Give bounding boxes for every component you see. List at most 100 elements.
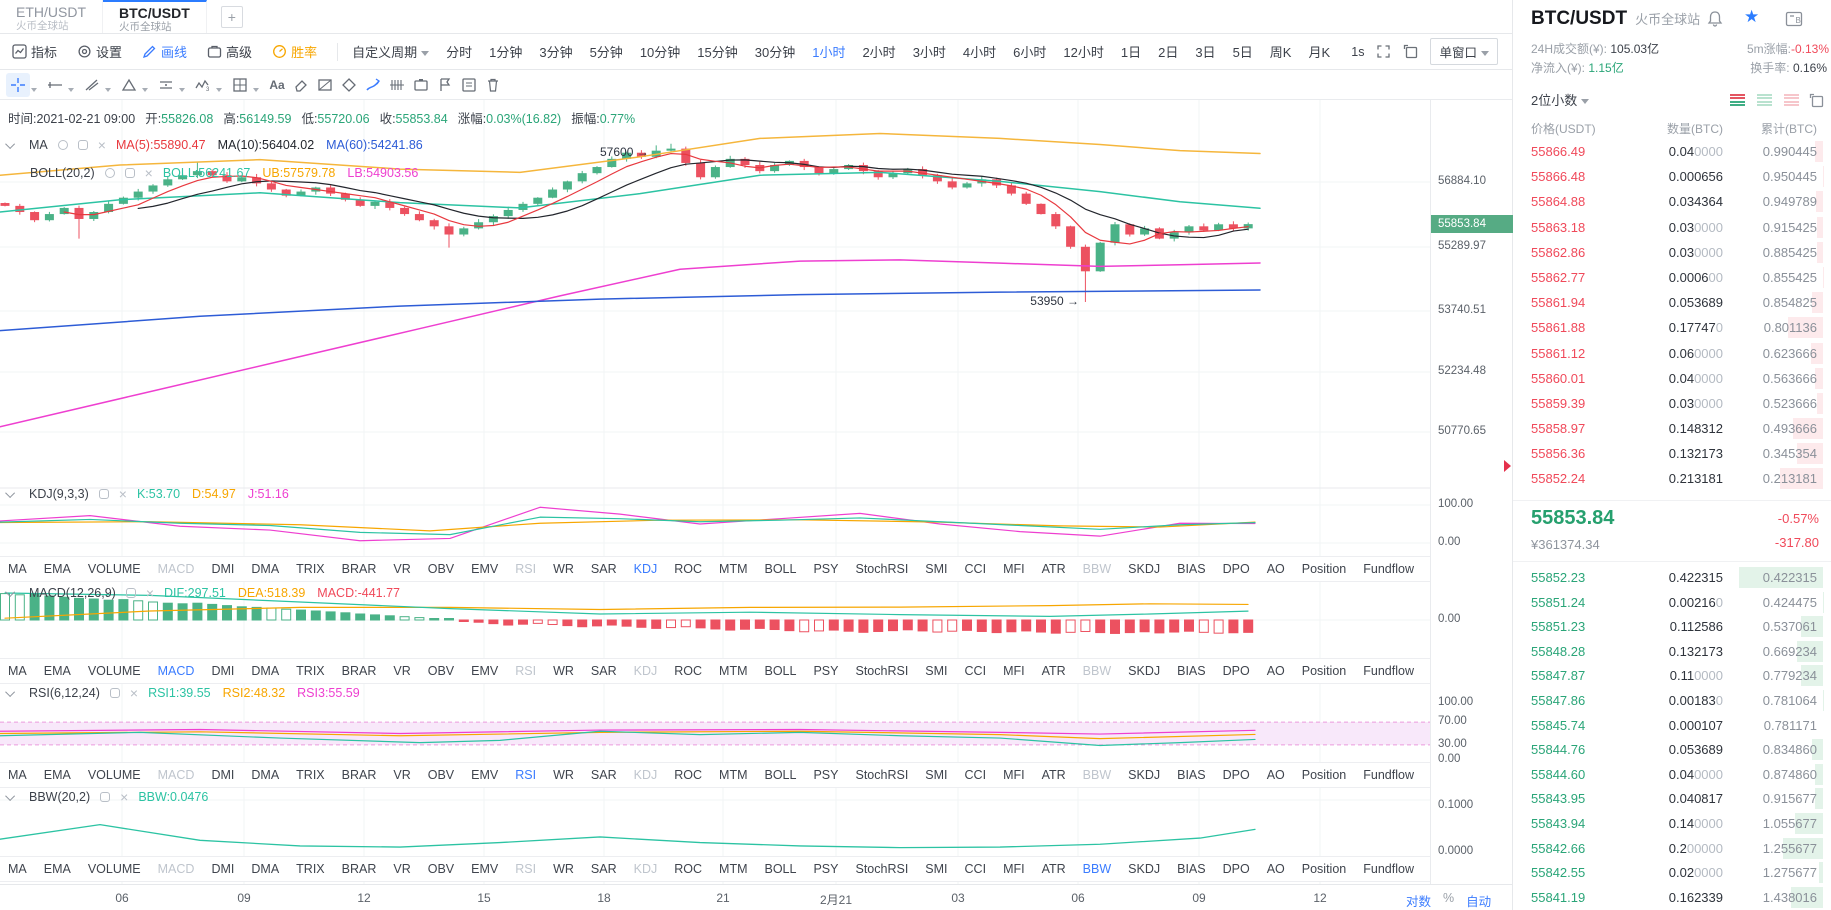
measure-tool[interactable] <box>337 73 361 97</box>
tab-btc-usdt[interactable]: BTC/USDT 火币全球站 <box>103 0 207 33</box>
period-30分钟[interactable]: 30分钟 <box>754 45 796 60</box>
settings-icon[interactable] <box>109 688 120 698</box>
indicator-tab-obv[interactable]: OBV <box>427 664 455 678</box>
indicator-tab-atr[interactable]: ATR <box>1041 862 1066 876</box>
period-3小时[interactable]: 3小时 <box>912 45 946 60</box>
indicator-tab-sar[interactable]: SAR <box>590 562 617 576</box>
candlestick-chart[interactable] <box>0 100 1430 884</box>
orderbook-ask-row[interactable]: 55863.18 0.030000 0.915425 <box>1513 216 1831 241</box>
orderbook-bid-row[interactable]: 55852.23 0.422315 0.422315 <box>1513 566 1831 591</box>
indicator-tab-bias[interactable]: BIAS <box>1177 664 1206 678</box>
indicator-tab-bbw[interactable]: BBW <box>1082 562 1112 576</box>
indicator-tab-boll[interactable]: BOLL <box>764 664 797 678</box>
indicator-tab-dmi[interactable]: DMI <box>211 768 235 782</box>
indicator-tab-skdj[interactable]: SKDJ <box>1128 562 1161 576</box>
indicator-tab-volume[interactable]: VOLUME <box>87 562 141 576</box>
indicator-tab-fundflow[interactable]: Fundflow <box>1363 664 1414 678</box>
eye-icon[interactable] <box>57 140 68 150</box>
indicator-tab-cci[interactable]: CCI <box>964 562 987 576</box>
indicator-tab-wr[interactable]: WR <box>553 768 574 782</box>
indicator-tab-mtm[interactable]: MTM <box>719 862 748 876</box>
indicator-tab-rsi[interactable]: RSI <box>515 664 537 678</box>
fib-box-tool[interactable] <box>228 73 252 97</box>
indicator-tab-dpo[interactable]: DPO <box>1222 562 1250 576</box>
time-axis[interactable]: 06 09 12 15 18 21 2月21 03 06 09 12 对数% 自动 <box>0 884 1512 910</box>
orderbook-ask-row[interactable]: 55858.97 0.148312 0.493666 <box>1513 417 1831 442</box>
trend-line-tool[interactable] <box>80 73 104 97</box>
close-icon[interactable]: × <box>145 585 155 601</box>
indicator-tab-wr[interactable]: WR <box>553 562 574 576</box>
indicator-tab-kdj[interactable]: KDJ <box>633 562 658 576</box>
period-15分钟[interactable]: 15分钟 <box>697 45 738 60</box>
indicator-tab-trix[interactable]: TRIX <box>296 664 325 678</box>
indicator-tab-bbw[interactable]: BBW <box>1082 768 1112 782</box>
delete-tool[interactable] <box>481 73 505 97</box>
panel-collapse-arrow-icon[interactable] <box>1504 460 1511 472</box>
indicator-tab-ao[interactable]: AO <box>1266 862 1285 876</box>
period-3日[interactable]: 3日 <box>1195 45 1216 60</box>
indicator-tab-smi[interactable]: SMI <box>925 862 948 876</box>
period-1分钟[interactable]: 1分钟 <box>489 45 523 60</box>
indicator-tab-stochrsi[interactable]: StochRSI <box>855 768 909 782</box>
indicator-tab-ema[interactable]: EMA <box>43 664 71 678</box>
indicator-tab-mfi[interactable]: MFI <box>1003 664 1025 678</box>
period-10分钟[interactable]: 10分钟 <box>639 45 681 60</box>
chevron-down-icon[interactable] <box>253 87 259 92</box>
window-mode-select[interactable]: 单窗口 <box>1430 38 1498 65</box>
indicator-tab-skdj[interactable]: SKDJ <box>1128 664 1161 678</box>
indicator-tab-mfi[interactable]: MFI <box>1003 768 1025 782</box>
indicator-tab-dpo[interactable]: DPO <box>1222 862 1250 876</box>
indicator-tab-brar[interactable]: BRAR <box>341 664 377 678</box>
indicator-tab-atr[interactable]: ATR <box>1041 768 1066 782</box>
indicator-tab-dmi[interactable]: DMI <box>211 664 235 678</box>
close-icon[interactable]: × <box>129 685 139 701</box>
indicator-tab-bbw[interactable]: BBW <box>1082 862 1112 876</box>
bell-icon[interactable] <box>1706 10 1724 28</box>
indicator-tab-ma[interactable]: MA <box>8 664 27 678</box>
indicator-tab-wr[interactable]: WR <box>553 664 574 678</box>
indicator-tab-obv[interactable]: OBV <box>427 862 455 876</box>
indicator-tab-dpo[interactable]: DPO <box>1222 664 1250 678</box>
resolution-label[interactable]: 1s <box>1351 44 1365 59</box>
indicator-tab-skdj[interactable]: SKDJ <box>1128 768 1161 782</box>
orderbook-ask-row[interactable]: 55864.88 0.034364 0.949789 <box>1513 190 1831 215</box>
period-月K[interactable]: 月K <box>1308 45 1331 60</box>
indicator-tab-fundflow[interactable]: Fundflow <box>1363 862 1414 876</box>
indicator-tab-smi[interactable]: SMI <box>925 768 948 782</box>
indicator-tab-roc[interactable]: ROC <box>674 664 703 678</box>
winrate-button[interactable]: 胜率 <box>272 42 317 61</box>
indicator-tab-bias[interactable]: BIAS <box>1177 768 1206 782</box>
settings-icon[interactable] <box>125 588 136 598</box>
indicator-tab-atr[interactable]: ATR <box>1041 562 1066 576</box>
indicator-tab-kdj[interactable]: KDJ <box>633 768 658 782</box>
indicator-tab-dma[interactable]: DMA <box>251 862 280 876</box>
indicator-tab-fundflow[interactable]: Fundflow <box>1363 768 1414 782</box>
indicator-tab-sar[interactable]: SAR <box>590 664 617 678</box>
indicator-tab-obv[interactable]: OBV <box>427 768 455 782</box>
object-list-tool[interactable] <box>457 73 481 97</box>
orderbook-ask-row[interactable]: 55861.94 0.053689 0.854825 <box>1513 291 1831 316</box>
indicator-tab-boll[interactable]: BOLL <box>764 768 797 782</box>
chevron-down-icon[interactable] <box>105 87 111 92</box>
indicator-tab-dma[interactable]: DMA <box>251 664 280 678</box>
price-axis[interactable]: 56884.10 55289.97 53740.51 52234.48 50770.65… <box>1430 100 1513 884</box>
eraser-tool[interactable] <box>289 73 313 97</box>
indicator-tab-stochrsi[interactable]: StochRSI <box>855 862 909 876</box>
indicator-button[interactable]: 指标 <box>12 42 57 61</box>
indicator-tab-vr[interactable]: VR <box>393 768 411 782</box>
indicator-tab-wr[interactable]: WR <box>553 862 574 876</box>
orderbook-ask-row[interactable]: 55866.48 0.000656 0.950445 <box>1531 166 1823 188</box>
indicator-tab-macd[interactable]: MACD <box>157 862 195 876</box>
indicator-tab-roc[interactable]: ROC <box>674 768 703 782</box>
orderbook-ask-row[interactable]: 55856.36 0.132173 0.345354 <box>1513 442 1831 467</box>
chevron-down-icon[interactable] <box>31 87 37 92</box>
crosshair-tool[interactable] <box>6 72 30 97</box>
indicator-tab-emv[interactable]: EMV <box>471 768 499 782</box>
triangle-tool[interactable] <box>117 73 141 97</box>
advanced-button[interactable]: 高级 <box>207 42 252 61</box>
new-pane-icon[interactable] <box>1403 44 1418 59</box>
settings-icon[interactable] <box>77 140 88 150</box>
orderbook-bid-row[interactable]: 55844.60 0.040000 0.874860 <box>1513 763 1831 788</box>
indicator-tab-dma[interactable]: DMA <box>251 562 280 576</box>
close-icon[interactable]: × <box>97 137 106 153</box>
